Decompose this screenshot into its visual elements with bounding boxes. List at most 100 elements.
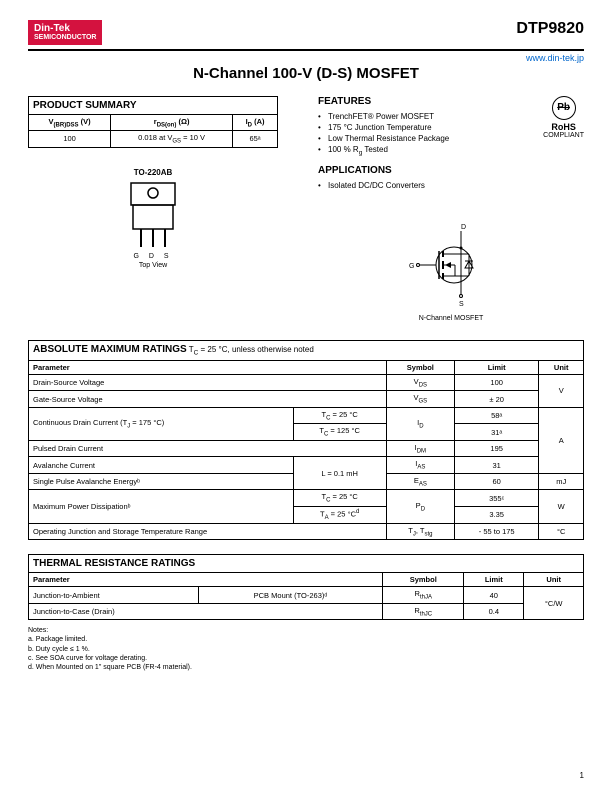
abs-max-heading: ABSOLUTE MAXIMUM RATINGS TC = 25 °C, unl… <box>29 341 584 361</box>
website-url[interactable]: www.din-tek.jp <box>28 53 584 63</box>
table-cell: 355ᶜ <box>454 490 539 507</box>
applications-list: Isolated DC/DC Converters <box>318 180 584 191</box>
col-limit: Limit <box>454 360 539 374</box>
header-rule <box>28 49 584 51</box>
logo-sub: SEMICONDUCTOR <box>34 34 96 42</box>
part-number: DTP9820 <box>516 20 584 38</box>
notes-block: Notes: a. Package limited. b. Duty cycle… <box>28 626 584 671</box>
summary-col-2: ID (A) <box>233 114 278 131</box>
table-cell: IAS <box>386 457 454 474</box>
table-cell: 58ᵃ <box>454 407 539 424</box>
left-column: PRODUCT SUMMARY V(BR)DSS (V) rDS(on) (Ω)… <box>28 96 278 323</box>
table-cell: Gate-Source Voltage <box>29 391 387 408</box>
table-cell: 40 <box>464 587 524 604</box>
schematic: D G <box>318 221 584 322</box>
table-cell: VDS <box>386 374 454 391</box>
mosfet-symbol-icon: D G <box>401 221 501 311</box>
feature-item: 175 °C Junction Temperature <box>318 122 584 133</box>
page-number: 1 <box>580 771 584 780</box>
features-list: TrenchFET® Power MOSFET 175 °C Junction … <box>318 111 584 158</box>
table-cell: Avalanche Current <box>29 457 294 474</box>
table-cell: RthJC <box>383 603 464 620</box>
table-cell: Junction-to-Ambient <box>29 587 199 604</box>
table-cell: mJ <box>539 473 584 490</box>
header-right: DTP9820 <box>516 20 584 38</box>
to220-icon <box>123 181 183 251</box>
product-summary-table: PRODUCT SUMMARY V(BR)DSS (V) rDS(on) (Ω)… <box>28 96 278 148</box>
header: Din-Tek SEMICONDUCTOR DTP9820 <box>28 20 584 45</box>
note-item: b. Duty cycle ≤ 1 %. <box>28 645 584 654</box>
table-cell: IDM <box>386 440 454 457</box>
right-column: Pb RoHS COMPLIANT FEATURES TrenchFET® Po… <box>318 96 584 323</box>
table-cell: 100 <box>454 374 539 391</box>
schematic-caption: N-Channel MOSFET <box>318 315 584 322</box>
table-cell: Operating Junction and Storage Temperatu… <box>29 523 387 540</box>
table-cell: Single Pulse Avalanche Energyᵇ <box>29 473 294 490</box>
col-symbol: Symbol <box>386 360 454 374</box>
summary-col-0: V(BR)DSS (V) <box>29 114 111 131</box>
summary-heading: PRODUCT SUMMARY <box>29 96 278 114</box>
abs-max-table: ABSOLUTE MAXIMUM RATINGS TC = 25 °C, unl… <box>28 340 584 540</box>
table-cell: - 55 to 175 <box>454 523 539 540</box>
feature-item: Low Thermal Resistance Package <box>318 133 584 144</box>
feature-item: 100 % Rg Tested <box>318 144 584 158</box>
table-cell: V <box>539 374 584 407</box>
pin-labels: G D S <box>28 253 278 260</box>
summary-cell: 0.018 at VGS = 10 V <box>111 131 233 148</box>
col-symbol: Symbol <box>383 573 464 587</box>
table-cell: Drain-Source Voltage <box>29 374 387 391</box>
table-cell: EAS <box>386 473 454 490</box>
table-cell: Junction-to-Case (Drain) <box>29 603 383 620</box>
svg-text:G: G <box>409 263 414 270</box>
table-cell: TJ, Tstg <box>386 523 454 540</box>
table-cell: TA = 25 °Cd <box>293 506 386 523</box>
logo-main: Din-Tek <box>34 23 96 34</box>
thermal-table: THERMAL RESISTANCE RATINGS Parameter Sym… <box>28 554 584 620</box>
table-cell: Pulsed Drain Current <box>29 440 387 457</box>
table-cell: PCB Mount (TO-263)ᵈ <box>198 587 383 604</box>
table-cell: TC = 25 °C <box>293 490 386 507</box>
notes-heading: Notes: <box>28 626 584 635</box>
thermal-heading: THERMAL RESISTANCE RATINGS <box>29 555 584 573</box>
table-cell: PD <box>386 490 454 524</box>
table-cell: TC = 125 °C <box>293 424 386 441</box>
col-parameter: Parameter <box>29 360 387 374</box>
summary-col-1: rDS(on) (Ω) <box>111 114 233 131</box>
table-cell: L = 0.1 mH <box>293 457 386 490</box>
table-cell: 31 <box>454 457 539 474</box>
top-section: PRODUCT SUMMARY V(BR)DSS (V) rDS(on) (Ω)… <box>28 96 584 323</box>
summary-cell: 100 <box>29 131 111 148</box>
col-unit: Unit <box>539 360 584 374</box>
col-unit: Unit <box>524 573 584 587</box>
application-item: Isolated DC/DC Converters <box>318 180 584 191</box>
feature-item: TrenchFET® Power MOSFET <box>318 111 584 122</box>
col-parameter: Parameter <box>29 573 383 587</box>
table-cell: ID <box>386 407 454 440</box>
table-cell: °C/W <box>524 587 584 620</box>
package-caption: Top View <box>28 262 278 269</box>
table-cell: ± 20 <box>454 391 539 408</box>
table-cell: TC = 25 °C <box>293 407 386 424</box>
col-limit: Limit <box>464 573 524 587</box>
table-cell: 0.4 <box>464 603 524 620</box>
svg-text:S: S <box>459 301 464 308</box>
note-item: a. Package limited. <box>28 635 584 644</box>
brand-logo: Din-Tek SEMICONDUCTOR <box>28 20 102 45</box>
note-item: d. When Mounted on 1" square PCB (FR-4 m… <box>28 663 584 672</box>
table-cell: Maximum Power Dissipationᵇ <box>29 490 294 524</box>
table-cell: A <box>539 407 584 473</box>
summary-cell: 65ᵃ <box>233 131 278 148</box>
package-drawing: TO-220AB G D S Top View <box>28 168 278 269</box>
svg-text:D: D <box>461 224 466 231</box>
package-label: TO-220AB <box>28 168 278 177</box>
table-cell: Continuous Drain Current (TJ = 175 °C) <box>29 407 294 440</box>
table-cell: RthJA <box>383 587 464 604</box>
page-title: N-Channel 100-V (D-S) MOSFET <box>28 65 584 82</box>
table-cell: 31ᵃ <box>454 424 539 441</box>
table-cell: VGS <box>386 391 454 408</box>
note-item: c. See SOA curve for voltage derating. <box>28 654 584 663</box>
table-cell: 60 <box>454 473 539 490</box>
table-cell: °C <box>539 523 584 540</box>
applications-heading: APPLICATIONS <box>318 165 584 176</box>
table-cell: 3.35 <box>454 506 539 523</box>
